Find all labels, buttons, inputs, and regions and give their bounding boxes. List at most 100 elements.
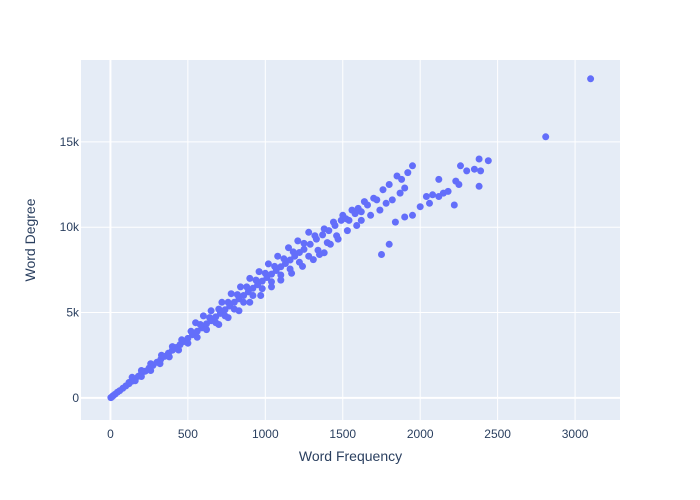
data-point bbox=[218, 298, 226, 306]
data-point bbox=[178, 336, 186, 344]
data-point bbox=[233, 291, 241, 299]
data-point bbox=[311, 232, 319, 240]
data-point bbox=[455, 181, 463, 188]
data-point bbox=[271, 262, 279, 270]
data-point bbox=[320, 225, 328, 233]
data-point bbox=[264, 260, 272, 268]
data-point bbox=[401, 184, 409, 192]
data-point bbox=[221, 306, 229, 314]
data-point bbox=[373, 196, 381, 204]
data-point bbox=[404, 169, 412, 177]
y-axis-ticks: 0 5k 10k 15k bbox=[60, 135, 80, 405]
data-point bbox=[165, 353, 173, 361]
data-point bbox=[300, 245, 308, 253]
data-point bbox=[286, 256, 294, 264]
data-point bbox=[268, 278, 275, 286]
data-point bbox=[450, 201, 458, 209]
gridlines bbox=[81, 60, 620, 420]
data-point bbox=[385, 240, 393, 248]
data-point bbox=[289, 248, 297, 256]
data-point bbox=[215, 305, 223, 313]
data-point bbox=[475, 155, 483, 163]
data-point bbox=[477, 167, 485, 175]
data-point bbox=[385, 181, 393, 188]
data-point bbox=[409, 162, 416, 170]
data-point bbox=[343, 227, 351, 235]
data-point bbox=[158, 351, 165, 359]
data-point bbox=[422, 193, 430, 200]
data-point bbox=[409, 211, 416, 219]
data-point bbox=[215, 321, 223, 328]
data-point bbox=[334, 235, 342, 243]
data-point bbox=[351, 210, 359, 218]
data-point bbox=[376, 206, 384, 214]
data-point bbox=[285, 244, 292, 252]
x-axis-title: Word Frequency bbox=[299, 448, 402, 464]
data-point bbox=[277, 271, 285, 279]
data-point bbox=[587, 75, 595, 83]
data-point bbox=[309, 256, 317, 264]
data-point bbox=[326, 240, 334, 248]
data-point bbox=[147, 360, 155, 368]
data-point bbox=[257, 292, 265, 299]
data-point bbox=[396, 189, 404, 197]
x-tick-label: 2000 bbox=[407, 427, 434, 441]
data-point bbox=[364, 201, 371, 209]
data-point bbox=[398, 175, 406, 183]
y-tick-label: 10k bbox=[60, 220, 80, 234]
data-point bbox=[484, 157, 492, 165]
data-point bbox=[457, 162, 464, 170]
data-point bbox=[367, 211, 375, 219]
x-tick-label: 1000 bbox=[252, 427, 279, 441]
data-point bbox=[353, 222, 361, 229]
data-point bbox=[243, 283, 251, 291]
data-point bbox=[240, 298, 248, 306]
data-point bbox=[426, 199, 433, 207]
data-point bbox=[299, 262, 306, 270]
x-tick-label: 500 bbox=[178, 427, 198, 441]
data-point bbox=[261, 269, 269, 277]
data-point bbox=[416, 203, 424, 211]
data-point bbox=[237, 283, 244, 291]
data-point bbox=[199, 312, 207, 320]
data-point bbox=[224, 314, 232, 322]
data-point bbox=[246, 274, 254, 282]
data-point bbox=[401, 213, 409, 221]
data-point bbox=[168, 343, 176, 351]
y-tick-label: 15k bbox=[60, 135, 80, 149]
data-point bbox=[542, 133, 550, 141]
data-point bbox=[249, 292, 257, 299]
data-point bbox=[203, 326, 210, 334]
data-point bbox=[382, 199, 390, 207]
data-point bbox=[444, 187, 452, 195]
data-point bbox=[147, 367, 155, 374]
data-point bbox=[435, 175, 443, 183]
data-point bbox=[345, 216, 353, 224]
data-point bbox=[357, 216, 365, 224]
data-point bbox=[429, 191, 437, 199]
data-point bbox=[470, 165, 478, 173]
data-point bbox=[463, 167, 471, 175]
data-point bbox=[288, 269, 296, 277]
data-point bbox=[379, 186, 387, 194]
data-point bbox=[175, 346, 183, 354]
data-points bbox=[107, 75, 595, 402]
data-point bbox=[184, 339, 192, 347]
data-point bbox=[319, 231, 327, 239]
data-point bbox=[305, 228, 313, 236]
data-point bbox=[252, 276, 260, 284]
data-point bbox=[316, 251, 323, 258]
data-point bbox=[192, 319, 200, 327]
data-point bbox=[277, 276, 285, 284]
data-point bbox=[255, 268, 263, 276]
data-point bbox=[300, 239, 308, 247]
y-axis-title: Word Degree bbox=[22, 198, 38, 281]
data-point bbox=[268, 283, 275, 291]
data-point bbox=[246, 298, 254, 306]
data-point bbox=[378, 251, 385, 258]
x-tick-label: 2500 bbox=[484, 427, 511, 441]
data-point bbox=[280, 255, 288, 263]
data-point bbox=[258, 285, 266, 293]
data-point bbox=[128, 373, 136, 381]
